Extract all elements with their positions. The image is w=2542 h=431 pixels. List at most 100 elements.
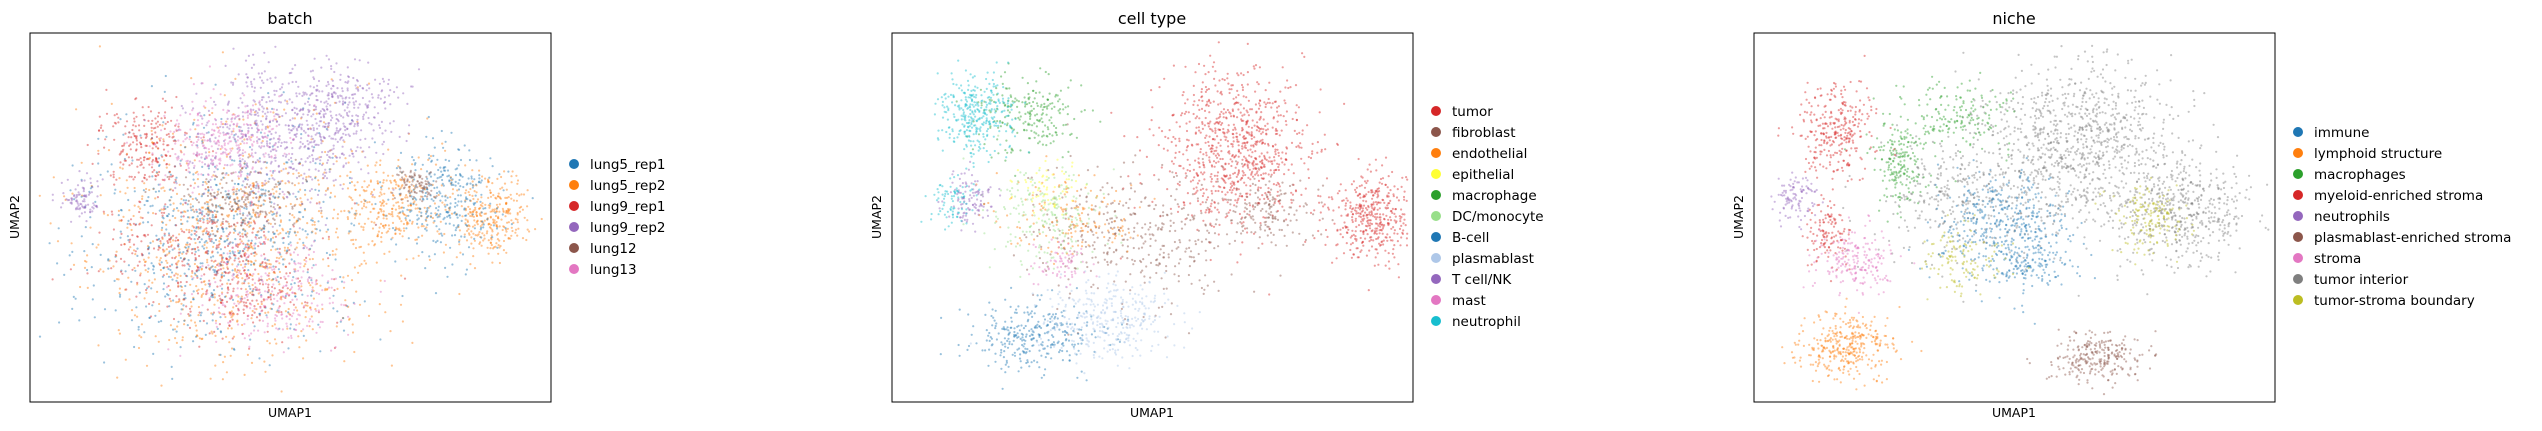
- scatter-point: [483, 212, 486, 215]
- scatter-point: [394, 180, 397, 184]
- scatter-point: [493, 246, 496, 249]
- scatter-point: [307, 147, 310, 150]
- scatter-point: [226, 109, 229, 112]
- scatter-point: [151, 175, 154, 178]
- scatter-point: [254, 192, 257, 195]
- scatter-point: [329, 191, 332, 194]
- scatter-point: [265, 213, 268, 216]
- scatter-point: [210, 175, 213, 178]
- scatter-point: [266, 108, 269, 111]
- scatter-point: [119, 166, 122, 169]
- scatter-point: [458, 229, 461, 232]
- scatter-point: [261, 262, 264, 265]
- scatter-point: [353, 106, 356, 109]
- scatter-point: [233, 201, 236, 204]
- scatter-point: [83, 179, 86, 182]
- scatter-point: [186, 250, 189, 253]
- scatter-point: [275, 190, 278, 193]
- scatter-point: [80, 161, 83, 164]
- scatter-point: [425, 175, 428, 178]
- scatter-point: [200, 206, 203, 209]
- scatter-point: [293, 270, 296, 273]
- scatter-point: [179, 251, 182, 254]
- scatter-point: [170, 236, 173, 239]
- scatter-point: [242, 218, 245, 221]
- scatter-point: [169, 240, 172, 244]
- scatter-point: [210, 240, 213, 243]
- scatter-point: [340, 95, 343, 98]
- scatter-point: [473, 227, 476, 230]
- scatter-point: [185, 280, 188, 284]
- scatter-point: [235, 265, 239, 268]
- scatter-point: [98, 115, 101, 118]
- scatter-point: [480, 220, 483, 223]
- scatter-point: [1214, 189, 1217, 193]
- scatter-point: [392, 194, 395, 197]
- scatter-point: [319, 229, 322, 232]
- scatter-point: [382, 225, 385, 228]
- scatter-point: [373, 221, 376, 224]
- scatter-point: [496, 238, 499, 241]
- scatter-point: [177, 157, 180, 160]
- scatter-point: [103, 212, 106, 215]
- scatter-point: [387, 198, 390, 201]
- scatter-point: [99, 173, 102, 176]
- scatter-point: [237, 183, 240, 186]
- scatter-point: [197, 136, 200, 139]
- scatter-point: [185, 168, 188, 172]
- scatter-point: [215, 166, 218, 170]
- scatter-point: [221, 313, 224, 316]
- legend-label: lung13: [590, 262, 637, 278]
- scatter-point: [156, 172, 159, 175]
- scatter-point: [179, 312, 182, 315]
- scatter-point: [338, 113, 341, 116]
- scatter-point: [199, 132, 202, 136]
- scatter-point: [222, 172, 225, 175]
- scatter-point: [424, 227, 427, 230]
- scatter-point: [400, 274, 403, 277]
- scatter-point: [405, 194, 408, 197]
- scatter-point: [353, 122, 356, 126]
- scatter-point: [475, 214, 479, 218]
- scatter-point: [318, 90, 321, 93]
- scatter-point: [168, 199, 171, 202]
- scatter-point: [479, 206, 482, 209]
- scatter-point: [306, 233, 309, 236]
- scatter-point: [153, 278, 156, 281]
- scatter-point: [257, 230, 260, 233]
- scatter-point: [421, 223, 424, 226]
- scatter-point: [206, 252, 209, 255]
- scatter-point: [168, 252, 171, 255]
- scatter-point: [257, 213, 260, 216]
- scatter-point: [183, 319, 186, 322]
- scatter-point: [185, 228, 188, 231]
- scatter-point: [325, 54, 328, 57]
- scatter-point: [210, 292, 213, 295]
- scatter-point: [238, 271, 241, 274]
- scatter-point: [299, 211, 302, 214]
- scatter-point: [466, 182, 469, 185]
- scatter-point: [211, 188, 214, 191]
- scatter-point: [79, 202, 82, 205]
- scatter-point: [277, 113, 280, 116]
- scatter-point: [362, 115, 365, 118]
- scatter-point: [321, 107, 324, 111]
- scatter-point: [120, 232, 123, 235]
- scatter-point: [381, 143, 384, 146]
- scatter-point: [397, 96, 400, 99]
- scatter-point: [398, 135, 401, 138]
- scatter-point: [342, 317, 345, 320]
- scatter-point: [338, 100, 341, 103]
- scatter-point: [230, 149, 233, 152]
- scatter-point: [242, 308, 245, 311]
- scatter-point: [131, 234, 134, 237]
- scatter-point: [242, 154, 245, 157]
- scatter-point: [195, 329, 198, 332]
- scatter-point: [432, 199, 435, 202]
- scatter-point: [225, 235, 228, 238]
- scatter-point: [362, 150, 365, 153]
- scatter-point: [233, 198, 236, 201]
- scatter-point: [266, 322, 269, 325]
- scatter-point: [207, 148, 210, 151]
- scatter-point: [133, 186, 136, 190]
